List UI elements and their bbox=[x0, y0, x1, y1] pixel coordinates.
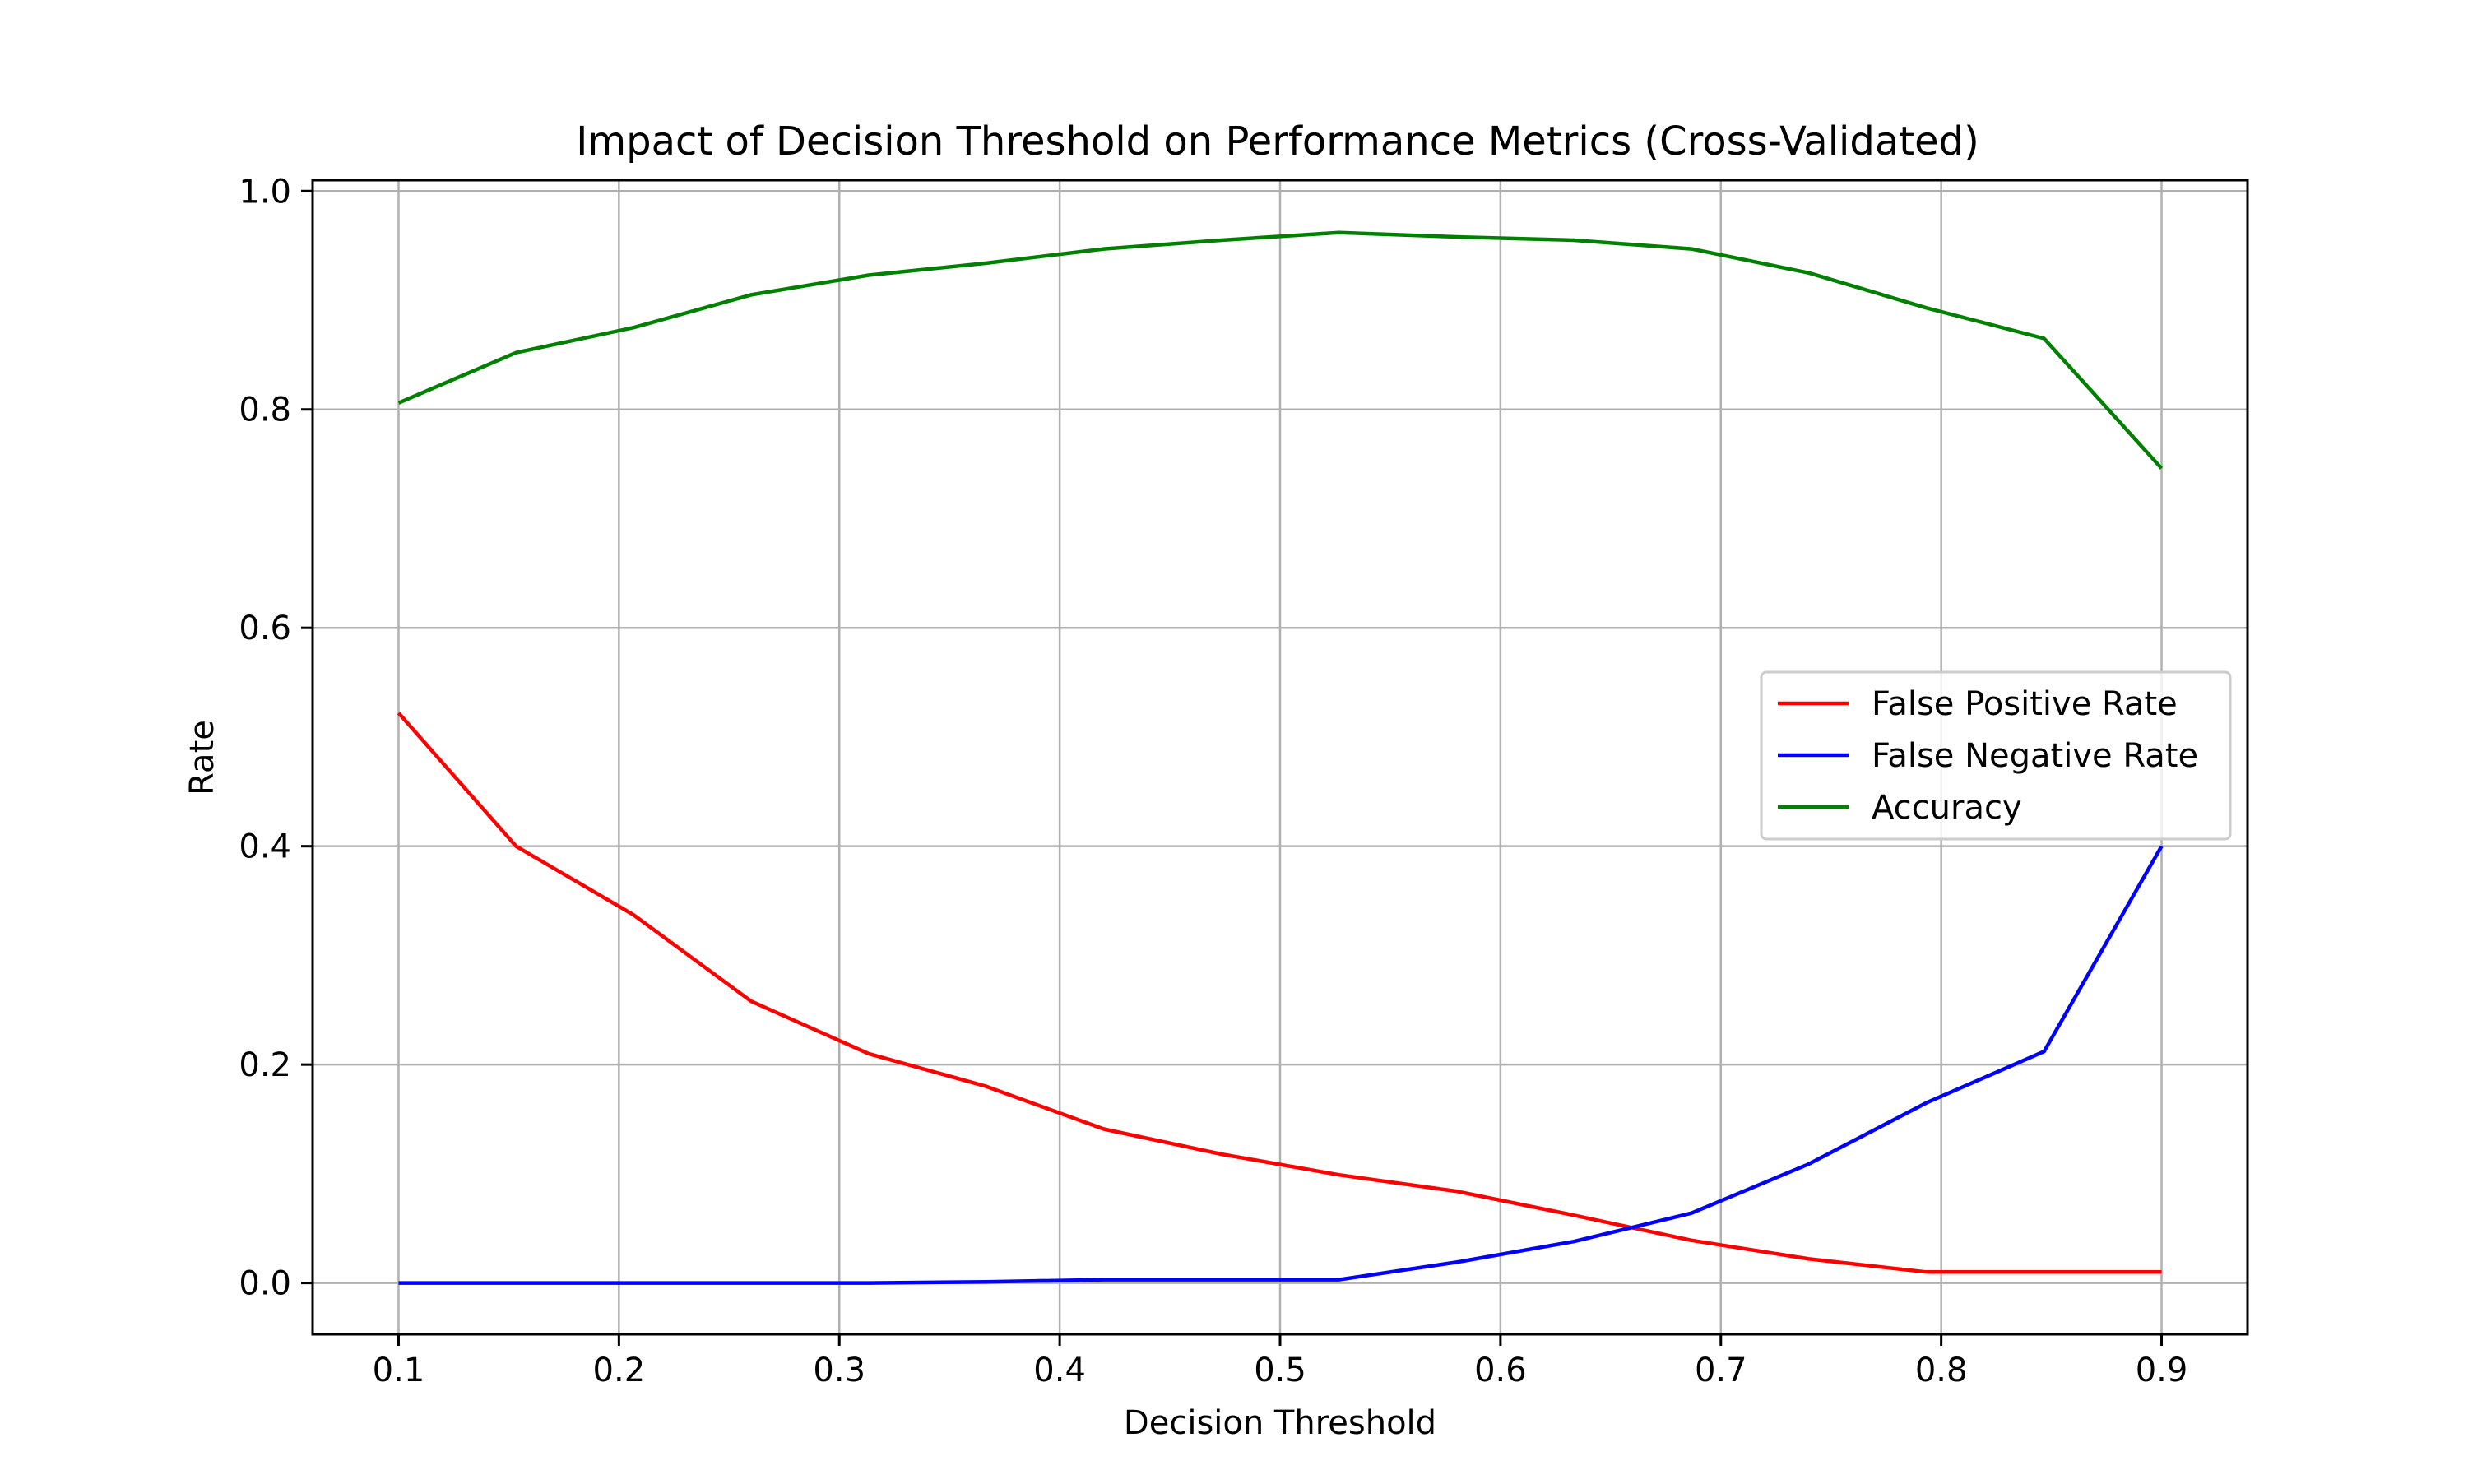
x-tick-label: 0.9 bbox=[2136, 1352, 2188, 1389]
chart-title: Impact of Decision Threshold on Performa… bbox=[576, 118, 1979, 165]
y-tick-label: 0.8 bbox=[239, 392, 291, 429]
x-axis-ticks: 0.1 0.2 0.3 0.4 0.5 0.6 0.7 0.8 0.9 bbox=[373, 1334, 2188, 1389]
series-line-false-positive-rate bbox=[397, 712, 2162, 1274]
y-tick-label: 0.4 bbox=[239, 828, 291, 866]
x-tick-label: 0.6 bbox=[1474, 1352, 1527, 1389]
y-tick-label: 0.0 bbox=[239, 1265, 291, 1303]
x-tick-label: 0.2 bbox=[593, 1352, 646, 1389]
x-tick-label: 0.5 bbox=[1254, 1352, 1306, 1389]
series-line-accuracy bbox=[397, 230, 2164, 470]
y-tick-label: 0.2 bbox=[239, 1046, 291, 1084]
y-axis-ticks: 0.0 0.2 0.4 0.6 0.8 1.0 bbox=[239, 173, 313, 1303]
y-tick-label: 0.6 bbox=[239, 610, 291, 647]
y-axis-label: Rate bbox=[183, 720, 221, 795]
legend: False Positive Rate False Negative Rate Ac… bbox=[1760, 670, 2232, 841]
series-line-false-negative-rate bbox=[398, 845, 2164, 1285]
legend-box bbox=[1760, 670, 2232, 841]
x-axis-label: Decision Threshold bbox=[1124, 1404, 1436, 1442]
x-tick-label: 0.7 bbox=[1695, 1352, 1747, 1389]
legend-label-false-negative-rate: False Negative Rate bbox=[1872, 737, 2198, 775]
legend-label-accuracy: Accuracy bbox=[1872, 789, 2022, 827]
y-tick-label: 1.0 bbox=[239, 173, 291, 211]
x-tick-label: 0.8 bbox=[1915, 1352, 1968, 1389]
x-tick-label: 0.4 bbox=[1033, 1352, 1086, 1389]
series-layer bbox=[397, 230, 2164, 1285]
legend-label-false-positive-rate: False Positive Rate bbox=[1872, 685, 2178, 723]
x-tick-label: 0.1 bbox=[373, 1352, 425, 1389]
grid-lines bbox=[313, 180, 2248, 1334]
x-tick-label: 0.3 bbox=[813, 1352, 865, 1389]
